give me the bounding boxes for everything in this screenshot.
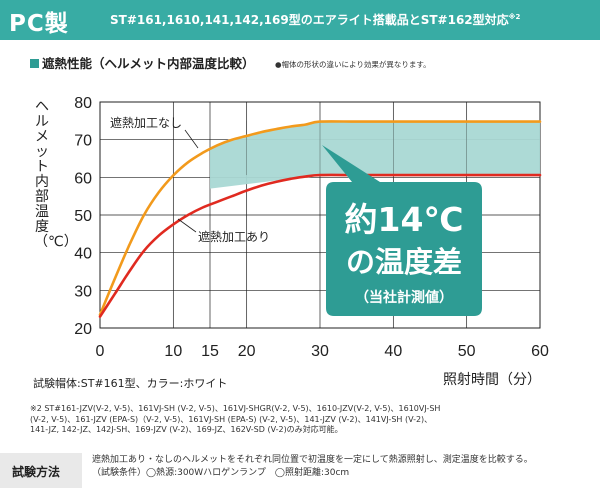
y-tick-label: 80	[74, 95, 92, 112]
section-title: 遮熱性能（ヘルメット内部温度比較）	[30, 53, 255, 72]
test-specimen: 試験帽体:ST#161型、カラー:ホワイト	[33, 377, 228, 390]
y-tick-label: 30	[74, 283, 92, 300]
callout-line-2: の温度差	[346, 245, 462, 279]
footnote-line-3: 141-JZ, 142-JZ、142J-SH、169-JZV (V-2)、169…	[30, 425, 343, 434]
x-axis-label: 照射時間（分）	[443, 372, 541, 388]
method-line-1: 遮熱加工あり・なしのヘルメットをそれぞれ同位置で初温度を一定にして熱源照射し、測…	[92, 455, 533, 465]
method-label-box	[0, 453, 82, 488]
x-tick-label: 0	[96, 343, 105, 360]
footnote: ※2 ST#161-JZV(V-2, V-5)、161VJ-SH (V-2, V…	[30, 404, 590, 436]
footnote-ref: ※2	[508, 13, 521, 21]
series-leader-2	[177, 218, 197, 233]
section-marker	[30, 59, 39, 68]
material-label: PC製	[9, 11, 69, 37]
callout-line-3: （当社計測値）	[355, 289, 453, 306]
method-description: 遮熱加工あり・なしのヘルメットをそれぞれ同位置で初温度を一定にして熱源照射し、測…	[92, 454, 533, 480]
series-label-2: 遮熱加工あり	[198, 229, 270, 244]
x-tick-label: 10	[164, 343, 182, 360]
tick-labels: 0 10 15 20 30 40 50 60 20 30 40 50 60 70 80	[74, 95, 549, 360]
y-tick-label: 70	[74, 133, 92, 150]
y-tick-label: 20	[74, 321, 92, 338]
y-tick-label: 60	[74, 170, 92, 187]
x-tick-label: 30	[311, 343, 329, 360]
series-leader-1	[184, 129, 199, 149]
method-label: 試験方法	[12, 465, 61, 479]
series-line-1	[98, 120, 542, 317]
difference-band	[210, 120, 540, 189]
series-label-1: 遮熱加工なし	[110, 115, 182, 130]
callout-line-1: 約14℃	[345, 200, 464, 239]
temperature-callout: 約14℃ の温度差 （当社計測値）	[322, 145, 482, 316]
x-tick-label: 15	[201, 343, 219, 360]
compatibility-note: ST#161,1610,141,142,169型のエアライト搭載品とST#162…	[110, 11, 520, 28]
section-title-text: 遮熱性能（ヘルメット内部温度比較）	[42, 56, 255, 71]
method-line-2: （試験条件）◯熱源:300Wハロゲンランプ ◯照射距離:30cm	[92, 468, 350, 478]
header-bar	[0, 0, 600, 40]
footnote-line-2: (V-2, V-5)、161-JZV (EPA-S)（V-2, V-5)、161…	[30, 414, 433, 424]
x-tick-label: 40	[384, 343, 402, 360]
series-line-2	[98, 173, 542, 318]
y-tick-label: 50	[74, 208, 92, 225]
compatibility-text: ST#161,1610,141,142,169型のエアライト搭載品とST#162…	[110, 13, 509, 27]
difference-area	[210, 121, 540, 189]
x-tick-label: 50	[458, 343, 476, 360]
x-tick-label: 60	[531, 343, 549, 360]
series-lines	[98, 120, 542, 318]
footnote-line-1: ※2 ST#161-JZV(V-2, V-5)、161VJ-SH (V-2, V…	[30, 404, 441, 413]
y-tick-label: 40	[74, 246, 92, 263]
callout-shape	[322, 145, 482, 316]
section-note: ●帽体の形状の違いにより効果が異なります。	[275, 60, 431, 69]
x-tick-label: 20	[238, 343, 256, 360]
